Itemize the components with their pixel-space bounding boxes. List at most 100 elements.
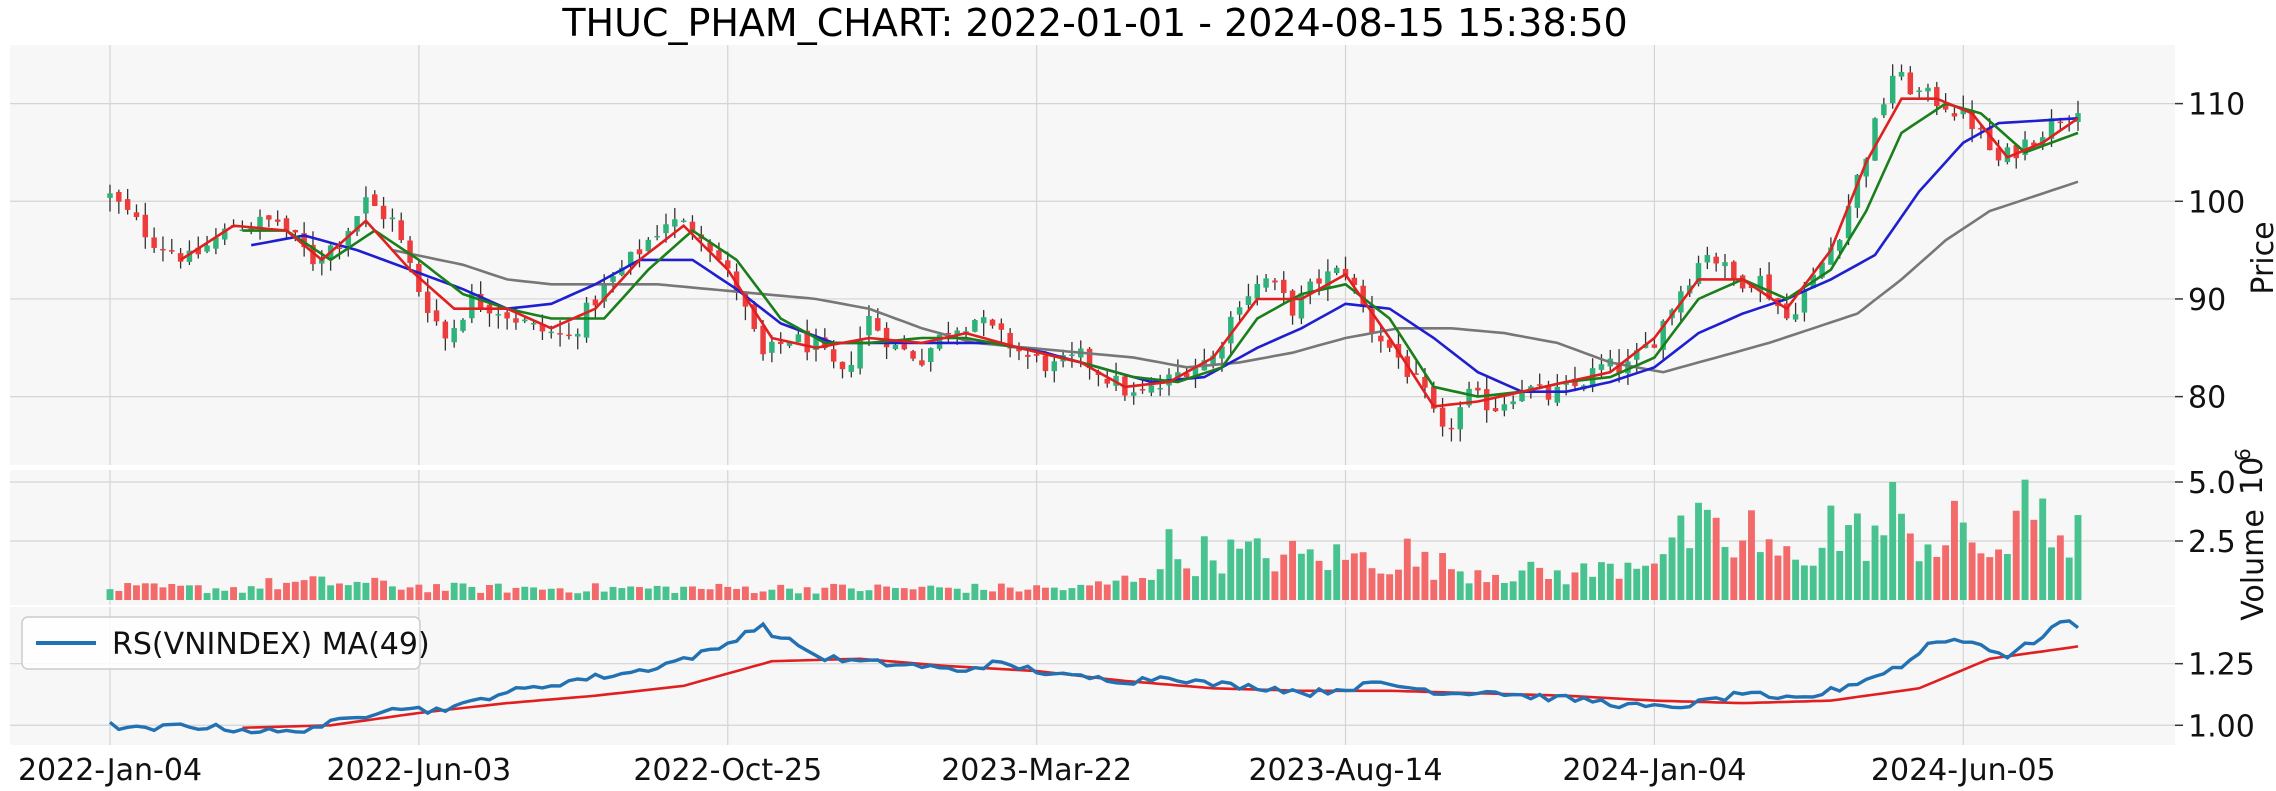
volume-bar [1774,555,1782,600]
volume-bar [1880,535,1888,600]
candle-down [274,219,281,222]
volume-bar [247,586,255,600]
volume-bar [274,589,282,600]
volume-bar [1244,541,1252,600]
candle-up [1695,263,1702,284]
volume-bar [1553,570,1561,600]
candle-up [2004,147,2011,163]
rs-lines [108,619,2080,735]
volume-bar [1456,571,1464,600]
volume-bar [300,580,308,600]
candle-down [2031,142,2037,146]
volume-bar [1783,546,1791,600]
candle-down [116,192,122,202]
candle-down [1713,256,1719,264]
candle-up [619,267,625,276]
volume-bar [1050,587,1058,600]
volume-bar [2065,557,2073,600]
volume-bar [1933,556,1941,600]
volume-bar [150,583,158,600]
candle-down [592,299,599,306]
candle-up [1298,293,1305,319]
volume-bar [1174,559,1182,600]
volume-bar [1642,565,1650,600]
volume-bar [2030,519,2038,600]
volume-bar [168,583,176,600]
volume-bar [538,589,546,600]
volume-bar [177,585,185,600]
volume-bar [115,590,123,600]
volume-bar [1633,568,1641,600]
volume-bar [1147,579,1155,600]
candle-up [786,342,793,346]
volume-bar [124,583,132,600]
volume-bar [583,591,590,600]
volume-bar [450,582,458,600]
candle-up [548,331,554,334]
candle-down [839,361,846,370]
candle-down [177,253,184,262]
candle-down [716,250,722,260]
volume-bar [1086,585,1094,600]
candle-down [1378,335,1384,342]
volume-bar [989,591,996,600]
volume-bar [1871,525,1879,600]
candle-down [1033,353,1040,356]
volume-bar [318,576,326,600]
candle-up [363,197,369,214]
volume-bar [1350,553,1358,600]
candle-down [1651,344,1658,348]
candle-up [1519,392,1525,402]
volume-bar [1721,546,1729,600]
candle-up [795,334,802,343]
x-tick-label: 2024-Jan-04 [1562,753,1746,788]
volume-bar [1606,563,1614,600]
candle-up [892,344,899,350]
volume-bar [1297,553,1305,600]
volume-bar [1765,539,1773,600]
volume-bar [689,586,696,600]
volume-bar [786,588,793,600]
volume-bar [1059,590,1067,600]
volume-bar [927,585,935,600]
candle-up [1854,174,1861,208]
candle-down [777,341,784,344]
volume-bar [812,593,820,600]
volume-bar [2048,547,2055,600]
volume-bar [415,584,423,600]
volume-bar [768,589,776,600]
candle-up [1528,386,1534,390]
candle-up [672,219,678,227]
volume-bar [2021,479,2029,600]
ma-short-line [179,97,2079,408]
volume-bar [547,588,555,600]
candle-down [124,199,131,210]
candle-down [875,318,881,331]
volume-bar [1686,548,1694,600]
volume-bar [706,589,714,600]
volume-bar [1730,557,1738,600]
volume-bar [574,593,582,600]
volume-axis-label: Volume [2236,509,2271,621]
volume-bar [106,589,114,600]
candle-up [1819,262,1825,278]
volume-bar [388,586,396,600]
volume-bar [636,587,643,600]
candle-down [1413,373,1419,375]
volume-bar [1598,562,1605,600]
candle-down [1139,389,1146,391]
x-tick-label: 2023-Aug-14 [1248,753,1442,788]
candle-down [998,323,1005,330]
candle-up [530,322,537,325]
candle-down [1987,127,1993,151]
candle-up [680,220,687,223]
volume-bar [327,585,335,600]
volume-bar [1836,550,1844,600]
candle-up [1757,275,1764,292]
volume-bar [1395,569,1402,600]
volume-bar [918,586,926,600]
volume-bar [433,584,440,600]
candle-up [583,302,590,338]
volume-bar [1518,570,1526,600]
candle-up [1457,407,1463,430]
